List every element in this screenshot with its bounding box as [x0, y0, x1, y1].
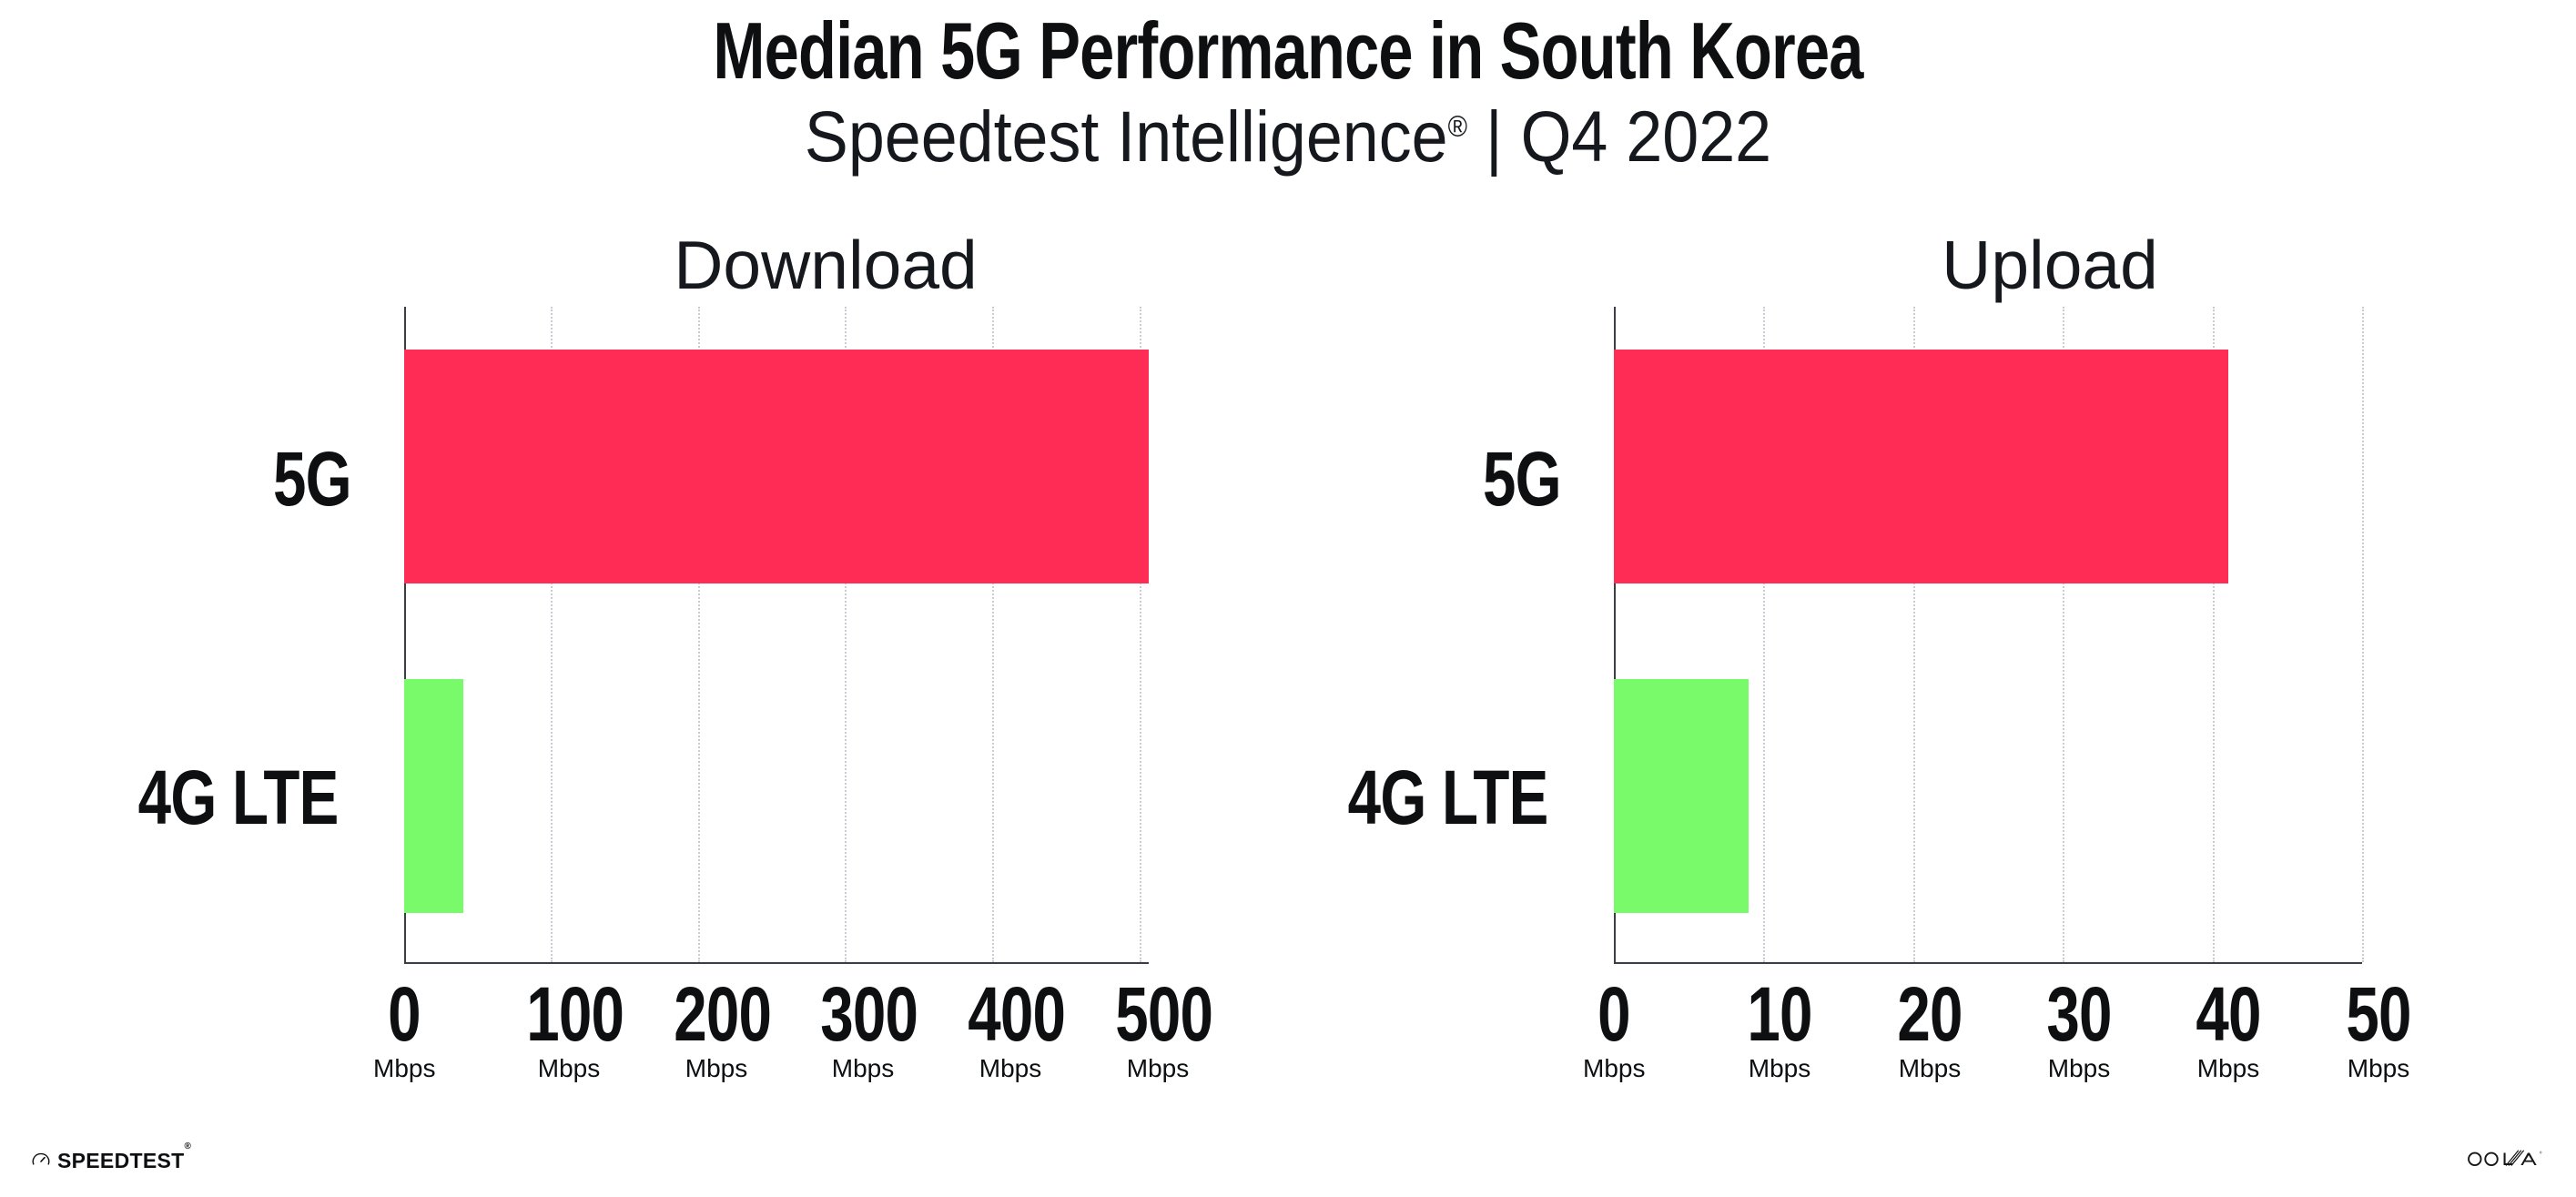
svg-text:®: ®	[2540, 1151, 2542, 1155]
